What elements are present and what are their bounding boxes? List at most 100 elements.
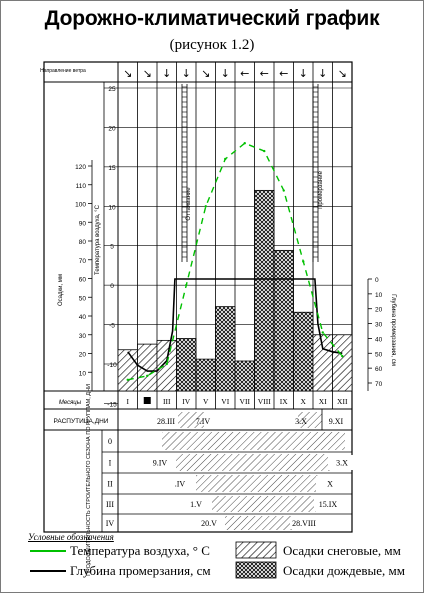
month-label: III bbox=[163, 397, 171, 406]
temp-tick-label: 15 bbox=[108, 165, 116, 172]
temp-tick-label: -15 bbox=[107, 401, 117, 408]
wind-arrow: ← bbox=[260, 67, 269, 80]
season-bar bbox=[212, 496, 316, 512]
precip-axis-label: Осадки, мм bbox=[58, 274, 64, 306]
wind-arrow: ↘ bbox=[123, 67, 132, 80]
season-start-date: .IV bbox=[175, 480, 186, 489]
rasputitsa-end-spring: 7.IV bbox=[196, 417, 211, 426]
month-label: IV bbox=[182, 397, 190, 406]
precip-tick-label: 120 bbox=[75, 164, 86, 171]
depth-tick-label: 10 bbox=[375, 292, 383, 299]
temperature-point bbox=[165, 362, 168, 366]
month-label: VI bbox=[221, 397, 229, 406]
wind-arrow: ← bbox=[279, 67, 288, 80]
legend-frost-label: Глубина промерзания, см bbox=[70, 563, 211, 578]
temperature-point bbox=[126, 378, 129, 381]
precip-tick-label: 80 bbox=[79, 239, 87, 246]
depth-tick-label: 60 bbox=[375, 366, 383, 373]
temperature-point bbox=[185, 283, 188, 287]
season-group-label: IV bbox=[106, 519, 115, 528]
rain-bar bbox=[195, 358, 216, 392]
freeze-label: Промерзание bbox=[318, 170, 324, 208]
temperature-point bbox=[204, 205, 207, 208]
season-start-bg bbox=[162, 476, 196, 491]
legend-temperature-label: Температура воздуха, ° С bbox=[70, 543, 210, 558]
rasputitsa-autumn-bar bbox=[298, 412, 322, 428]
wind-arrow: ↓ bbox=[162, 67, 171, 80]
rasputitsa-start-autumn: 3.X bbox=[295, 417, 307, 426]
temp-tick-label: -10 bbox=[107, 362, 117, 369]
frost-depth-line bbox=[127, 278, 343, 372]
season-end-bg bbox=[328, 455, 358, 470]
season-end-date: 3.X bbox=[336, 459, 348, 468]
month-marker bbox=[143, 397, 151, 404]
wind-arrow: ↘ bbox=[338, 67, 347, 80]
season-start-bg bbox=[191, 517, 225, 529]
snow-bar bbox=[332, 334, 353, 392]
season-end-bg bbox=[314, 497, 344, 511]
month-label: I bbox=[127, 397, 130, 406]
rasputitsa-row-label: РАСПУТИЦА,ДНИ bbox=[54, 418, 109, 425]
rain-bar bbox=[254, 189, 275, 392]
temperature-point bbox=[263, 149, 266, 153]
temp-tick-label: 5 bbox=[110, 244, 114, 251]
temperature-point bbox=[341, 354, 344, 358]
snow-bar bbox=[312, 334, 333, 392]
precip-tick-label: 40 bbox=[79, 314, 87, 321]
depth-tick-label: 70 bbox=[375, 381, 383, 388]
rain-bar bbox=[273, 249, 294, 392]
month-label: XI bbox=[319, 397, 327, 406]
temp-tick-label: 10 bbox=[108, 204, 116, 211]
rain-bar bbox=[293, 311, 314, 392]
snow-bar bbox=[117, 349, 138, 392]
temp-tick-label: 20 bbox=[108, 125, 116, 132]
temperature-point bbox=[146, 374, 149, 378]
rasputitsa-start-spring: 28.III bbox=[157, 417, 175, 426]
legend-rain-label: Осадки дождевые, мм bbox=[283, 563, 405, 578]
month-label: VII bbox=[240, 397, 251, 406]
season-group-label: 0 bbox=[108, 437, 112, 446]
precip-tick-label: 70 bbox=[79, 258, 87, 265]
wind-arrow: ↓ bbox=[182, 67, 191, 80]
legend-rain-swatch bbox=[235, 561, 277, 579]
season-end-date: 28.VIII bbox=[292, 519, 316, 528]
precip-tick-label: 30 bbox=[79, 333, 87, 340]
thaw-label: Оттаивание bbox=[186, 187, 192, 221]
season-start-date: 1.V bbox=[190, 500, 202, 509]
rasputitsa-spring-bar bbox=[178, 412, 204, 428]
temp-tick-label: -5 bbox=[109, 323, 115, 330]
temperature-point bbox=[321, 331, 324, 334]
wind-arrow: ↘ bbox=[143, 67, 152, 80]
precip-tick-label: 100 bbox=[75, 202, 86, 209]
season-group-label: III bbox=[106, 500, 114, 509]
season-start-date: 20.V bbox=[201, 519, 217, 528]
month-label: IX bbox=[280, 397, 288, 406]
season-row-label: ПРОДОЛЖИТЕЛЬНОСТЬ СТРОИТЕЛЬНОГО СЕЗОНА П… bbox=[86, 384, 92, 576]
precip-tick-label: 20 bbox=[79, 352, 87, 359]
rain-bar bbox=[215, 306, 236, 392]
depth-tick-label: 0 bbox=[375, 277, 379, 284]
wind-row-label: Направление ветра bbox=[40, 68, 86, 74]
precip-tick-label: 50 bbox=[79, 295, 87, 302]
wind-arrow: ↓ bbox=[221, 67, 230, 80]
temp-tick-label: 0 bbox=[110, 283, 114, 290]
season-start-bg bbox=[142, 455, 176, 470]
legend-caption: Условные обозначения bbox=[28, 532, 114, 542]
depth-tick-label: 40 bbox=[375, 336, 383, 343]
depth-tick-label: 50 bbox=[375, 351, 383, 358]
depth-tick-label: 30 bbox=[375, 322, 383, 329]
temp-axis-label: Температура воздуха, °С bbox=[95, 204, 101, 275]
precip-tick-label: 10 bbox=[79, 370, 87, 377]
season-end-date: X bbox=[327, 480, 333, 489]
season-end-bg bbox=[316, 476, 346, 491]
season-end-date: 15.IX bbox=[319, 500, 338, 509]
months-row-label: Месяцы bbox=[59, 400, 82, 406]
temp-tick-label: 25 bbox=[108, 86, 116, 93]
chart-subtitle: (рисунок 1.2) bbox=[169, 37, 255, 53]
month-label: V bbox=[203, 397, 209, 406]
rain-bar bbox=[234, 360, 255, 392]
month-label: X bbox=[301, 397, 307, 406]
depth-tick-label: 20 bbox=[375, 307, 383, 314]
season-bar bbox=[196, 475, 318, 492]
